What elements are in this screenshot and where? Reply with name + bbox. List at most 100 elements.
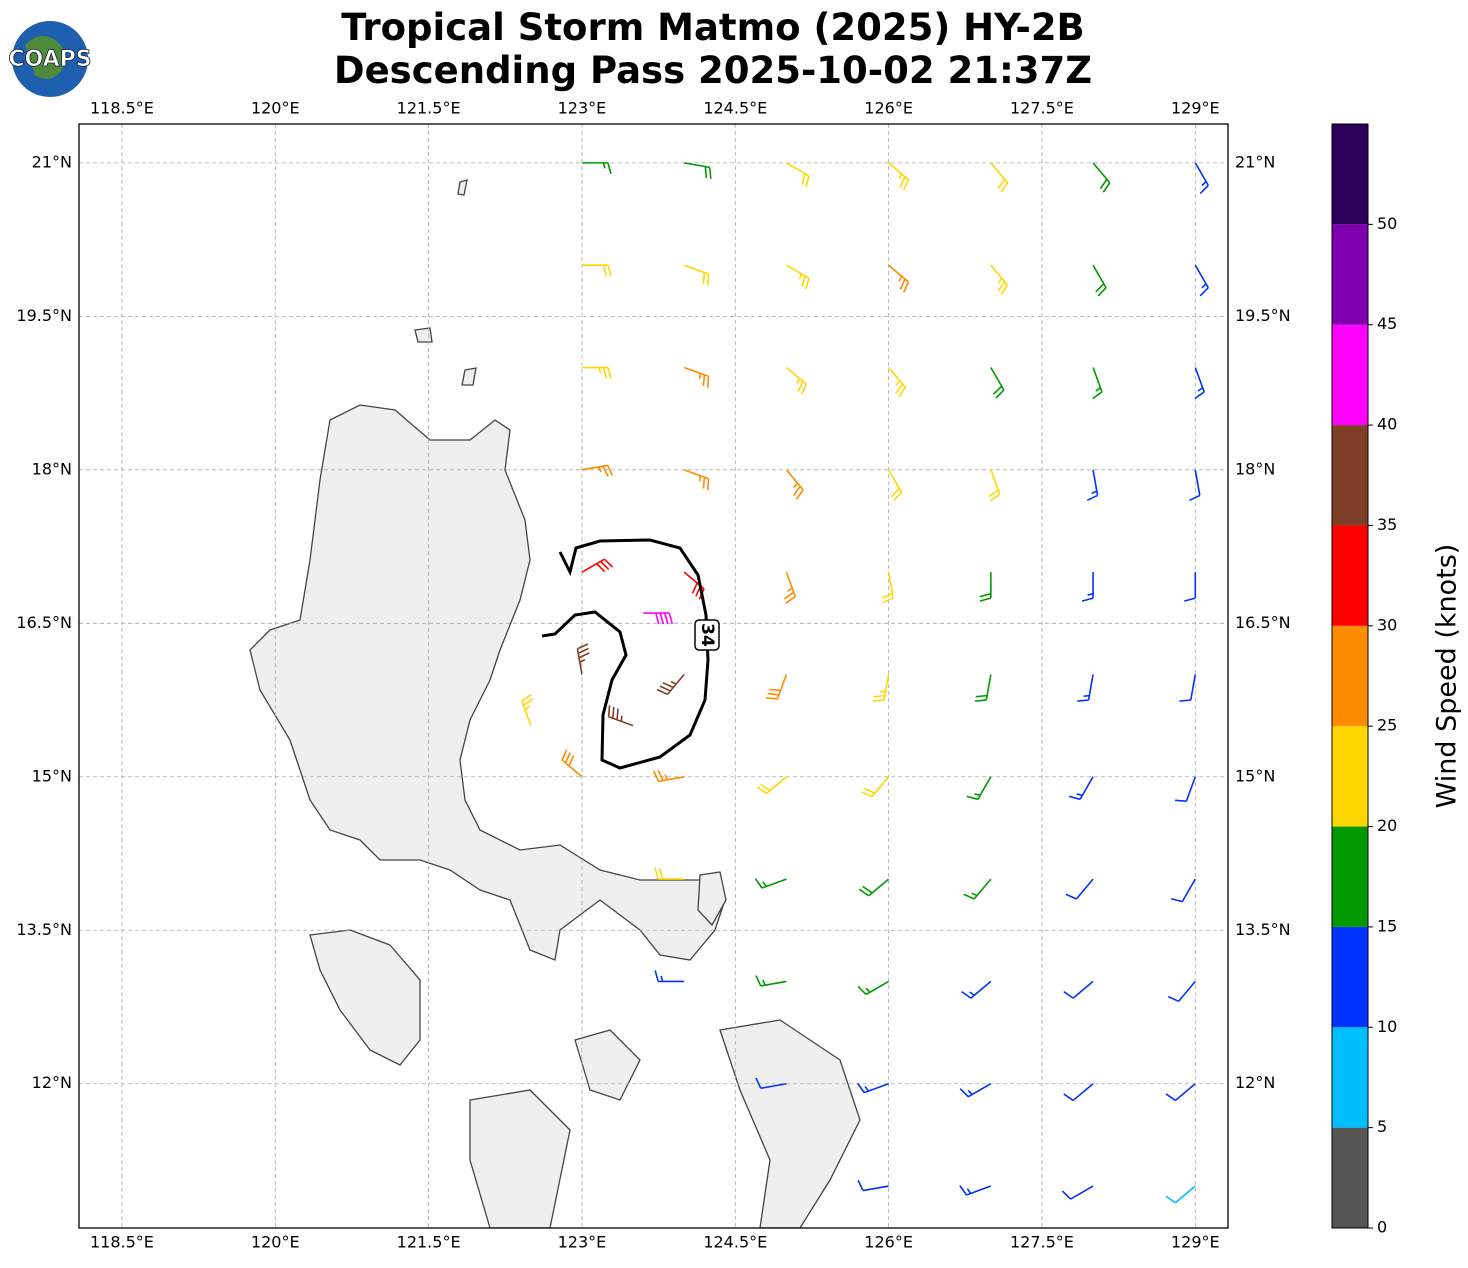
wind-barb <box>1179 674 1197 702</box>
wind-barb <box>581 162 612 175</box>
x-tick-label: 129°E <box>1171 99 1220 118</box>
y-tick-label: 16.5°N <box>1235 613 1291 632</box>
x-tick-label: 121.5°E <box>397 1233 461 1252</box>
wind-barb <box>872 674 890 702</box>
wind-barb <box>963 878 992 900</box>
colorbar-segment <box>1332 926 1368 1028</box>
x-tick-label: 120°E <box>251 1233 300 1252</box>
y-tick-label: 18°N <box>1235 459 1275 478</box>
wind-barb <box>683 366 710 388</box>
island-masbate <box>574 1029 641 1101</box>
wind-barb <box>684 162 712 179</box>
wind-barb <box>1061 1185 1094 1200</box>
x-tick-label: 123°E <box>558 99 607 118</box>
wind-barb <box>581 558 614 573</box>
y-tick-label: 18°N <box>32 459 72 478</box>
island-catanduanes <box>697 871 727 927</box>
x-tick-label: 126°E <box>864 1233 913 1252</box>
colorbar-segment <box>1332 224 1368 325</box>
logo: COAPS <box>8 21 92 97</box>
colorbar-tick-label: 50 <box>1377 214 1397 233</box>
colorbar-segment <box>1332 826 1368 927</box>
wind-barb <box>888 366 906 398</box>
colorbar-frame <box>1331 123 1369 1229</box>
wind-barb <box>857 980 890 996</box>
wind-barb <box>1092 162 1111 193</box>
logo-land <box>25 36 65 79</box>
island-small <box>414 179 477 386</box>
wind-barb <box>856 1082 889 1094</box>
wind-barb <box>1081 572 1094 602</box>
contour-label: 34 <box>697 623 717 647</box>
wind-barb <box>1063 980 1094 999</box>
wind-barb <box>1063 1083 1094 1102</box>
x-tick-label: 124.5°E <box>703 1233 767 1252</box>
wind-barb <box>881 572 894 604</box>
x-tick-label: 127.5°E <box>1010 1233 1074 1252</box>
title-line: Descending Pass 2025-10-02 21:37Z <box>334 49 1092 92</box>
wind-barb <box>581 366 612 379</box>
wind-barb <box>683 264 710 286</box>
wind-barb <box>1174 776 1197 803</box>
x-tick-label: 123°E <box>558 1233 607 1252</box>
colorbar: 0 5 10 15 20 25 30 35 40 45 50 <box>1331 123 1397 1237</box>
contour-34kt <box>541 538 710 770</box>
wind-barb <box>766 674 788 700</box>
wind-barb <box>961 980 992 999</box>
wind-barb <box>887 469 903 502</box>
wind-barb <box>652 769 685 783</box>
wind-barb <box>1194 367 1205 400</box>
wind-barb <box>861 776 890 798</box>
wind-barb <box>521 693 534 726</box>
colorbar-tick-label: 25 <box>1377 716 1397 735</box>
wind-barb <box>1165 1185 1196 1204</box>
x-tick-label: 118.5°E <box>90 1233 154 1252</box>
y-tick-label: 21°N <box>32 152 72 171</box>
wind-barb <box>1086 469 1099 502</box>
wind-barb <box>1189 469 1201 502</box>
title-line: Tropical Storm Matmo (2025) HY-2B <box>341 6 1085 49</box>
wind-barbs <box>521 162 1209 1204</box>
wind-barb <box>1077 674 1094 702</box>
colorbar-segment <box>1332 525 1368 626</box>
island-mindoro <box>309 929 421 1066</box>
colorbar-tick-label: 20 <box>1377 816 1397 835</box>
wind-barb <box>581 264 612 277</box>
wind-barb <box>1092 264 1107 297</box>
wind-barb <box>755 1077 787 1090</box>
wind-barb <box>683 469 710 491</box>
wind-barb <box>1171 878 1196 903</box>
island-panay <box>469 1089 571 1228</box>
wind-barb <box>1065 878 1094 900</box>
y-tick-label: 21°N <box>1235 152 1275 171</box>
x-tick-label: 126°E <box>864 99 913 118</box>
wind-barb <box>643 612 674 625</box>
wind-barb <box>785 366 808 395</box>
colorbar-tick-label: 40 <box>1377 415 1397 434</box>
land <box>249 179 861 1228</box>
y-tick-label: 19.5°N <box>1235 306 1291 325</box>
wind-barb <box>988 469 1001 502</box>
y-tick-label: 19.5°N <box>16 306 72 325</box>
wind-barb <box>785 264 810 290</box>
wind-barb <box>581 464 614 477</box>
colorbar-tick-label: 0 <box>1377 1218 1387 1237</box>
y-tick-label: 12°N <box>32 1073 72 1092</box>
colorbar-tick-label: 45 <box>1377 314 1397 333</box>
colorbar-label: Wind Speed (knots) <box>1432 544 1463 809</box>
grid: 118.5°E 118.5°E 120°E 120°E 121.5°E 121.5°E 12… <box>16 99 1290 1252</box>
x-tick-label: 124.5°E <box>703 99 767 118</box>
y-tick-label: 16.5°N <box>16 613 72 632</box>
wind-barb <box>966 776 992 801</box>
wind-barb <box>785 469 804 500</box>
wind-barb <box>1184 572 1197 602</box>
colorbar-segment <box>1332 726 1368 827</box>
wind-barb <box>990 367 1005 399</box>
colorbar-segment <box>1332 1127 1368 1228</box>
wind-barb <box>979 572 992 602</box>
contour-label-box <box>694 619 720 651</box>
x-tick-label: 121.5°E <box>397 99 461 118</box>
wind-barb <box>858 878 890 897</box>
colorbar-tick-label: 5 <box>1377 1117 1387 1136</box>
